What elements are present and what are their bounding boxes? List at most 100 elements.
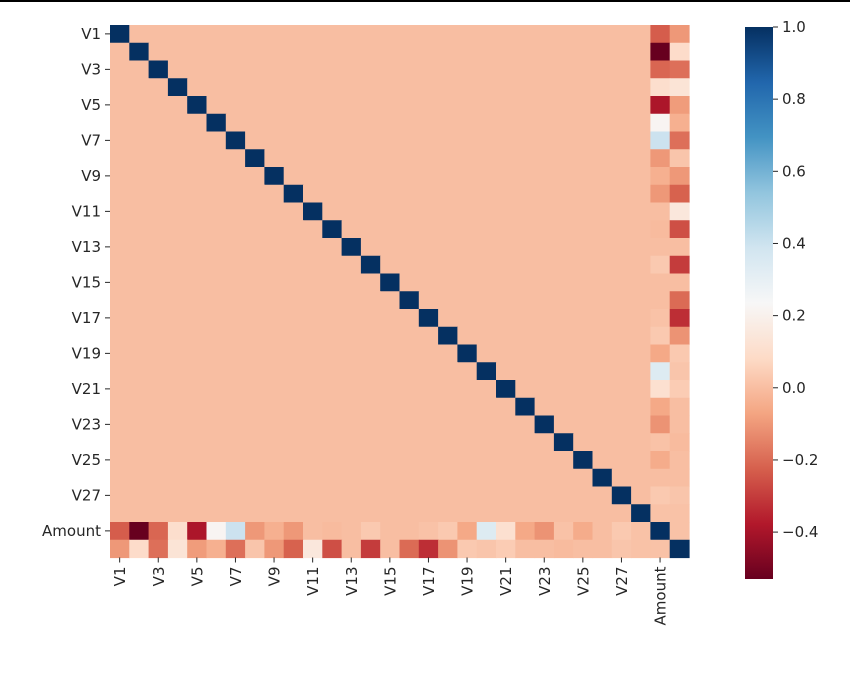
heatmap-cell [129,96,150,115]
heatmap-cell [592,238,613,257]
heatmap-cell [438,291,458,310]
heatmap-cell [167,468,188,488]
heatmap-cell [167,273,188,292]
heatmap-cell [631,25,651,44]
heatmap-cell [496,291,516,310]
heatmap-cell [360,344,381,363]
heatmap-cell [631,539,651,559]
heatmap-cell [380,397,401,417]
heatmap-cell [669,309,690,328]
heatmap-cell [206,468,227,488]
heatmap-cell [341,504,362,523]
heatmap-cell [360,131,381,150]
heatmap-cell [283,291,304,310]
heatmap-cell [360,220,381,239]
heatmap-cell [283,326,304,346]
heatmap-cell [187,220,208,239]
heatmap-cell [457,326,478,346]
heatmap-cell [245,220,265,239]
heatmap-cell [245,486,265,505]
heatmap-cell [360,504,381,523]
heatmap-cell [245,238,265,257]
heatmap-cell [283,273,304,292]
heatmap-cell [110,113,130,133]
heatmap-cell [611,131,632,150]
heatmap-cell [418,486,439,505]
heatmap-cell [553,255,574,275]
heatmap-cell [399,78,420,97]
heatmap-cell [110,326,130,346]
heatmap-cell [187,344,208,363]
heatmap-cell [129,539,150,559]
heatmap-cell [669,380,690,399]
heatmap-cell [438,273,458,292]
heatmap-cell [360,238,381,257]
heatmap-cell [322,415,343,434]
heatmap-cell [110,184,130,204]
heatmap-cell [225,167,246,186]
x-tick-label: V23 [536,567,554,596]
heatmap-cell [631,504,651,523]
heatmap-cell [515,202,536,221]
heatmap-cell [534,362,555,381]
heatmap-cell [225,96,246,115]
heatmap-cell [380,326,401,346]
heatmap-cell [283,255,304,275]
heatmap-cell [206,60,227,79]
heatmap-cell [225,344,246,363]
heatmap-cell [476,131,497,150]
heatmap-cell [438,25,458,44]
heatmap-cell [611,397,632,417]
heatmap-cell [187,522,208,541]
heatmap-cell [380,380,401,399]
heatmap-cell [167,362,188,381]
heatmap-cell [380,60,401,79]
heatmap-cell [650,380,671,399]
heatmap-cell [496,504,516,523]
heatmap-cell [167,42,188,62]
heatmap-cell [457,539,478,559]
heatmap-cell [611,42,632,62]
heatmap-cell [592,309,613,328]
heatmap-cell [245,380,265,399]
heatmap-cell [110,309,130,328]
heatmap-cell [534,42,555,62]
heatmap-cell [322,78,343,97]
heatmap-cell [418,380,439,399]
heatmap-cell [496,380,516,399]
heatmap-cell [438,433,458,452]
heatmap-cell [167,326,188,346]
heatmap-cell [418,184,439,204]
heatmap-cell [611,433,632,452]
heatmap-cell [515,397,536,417]
heatmap-cell [322,451,343,470]
heatmap-cell [669,78,690,97]
heatmap-cell [245,131,265,150]
heatmap-cell [264,397,285,417]
heatmap-cell [399,60,420,79]
heatmap-cell [418,344,439,363]
y-tick-label: V21 [72,380,101,398]
heatmap-cell [380,486,401,505]
heatmap-cell [592,362,613,381]
heatmap-cell [611,415,632,434]
heatmap-cell [418,415,439,434]
heatmap-cell [553,468,574,488]
heatmap-cell [553,96,574,115]
heatmap-cell [553,60,574,79]
heatmap-cell [206,504,227,523]
heatmap-cell [553,415,574,434]
heatmap-cell [553,291,574,310]
heatmap-cell [206,167,227,186]
heatmap-cell [669,522,690,541]
heatmap-cell [650,25,671,44]
heatmap-cell [669,42,690,62]
heatmap-cell [573,273,594,292]
heatmap-cell [399,397,420,417]
heatmap-cell [341,362,362,381]
heatmap-cell [438,451,458,470]
heatmap-cell [476,362,497,381]
heatmap-cell [457,238,478,257]
heatmap-cell [110,451,130,470]
heatmap-cell [476,433,497,452]
